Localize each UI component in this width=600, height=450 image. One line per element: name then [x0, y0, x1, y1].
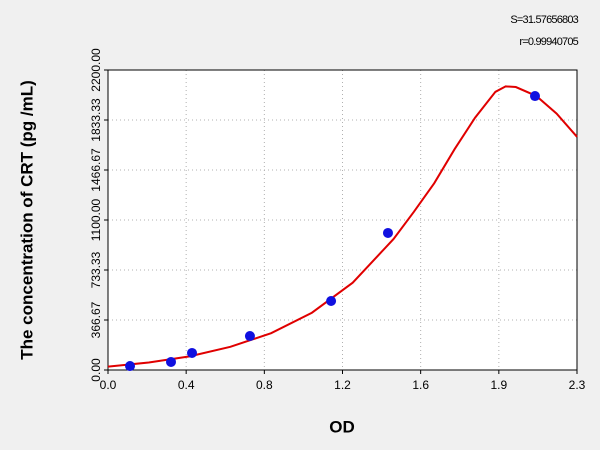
x-tick-label: 0.0 [100, 378, 117, 392]
data-point [529, 91, 540, 102]
data-point [382, 227, 393, 238]
plot-frame [107, 69, 578, 371]
x-axis-title: OD [329, 417, 355, 436]
y-tick-label: 0.00 [89, 358, 103, 382]
data-point [125, 361, 136, 372]
x-tick-label: 0.4 [178, 378, 195, 392]
data-point [166, 356, 177, 367]
y-tick-label: 1833.33 [89, 98, 103, 142]
data-point [187, 347, 198, 358]
annotation: r=0.99940705 [519, 36, 578, 48]
y-tick-label: 2200.00 [89, 48, 103, 92]
x-tick-label: 0.8 [256, 378, 273, 392]
fit-curve [107, 85, 578, 368]
plot-area [108, 70, 577, 370]
x-tick-label: 1.6 [412, 378, 429, 392]
y-tick-label: 1100.00 [89, 198, 103, 241]
y-tick-label: 1466.67 [89, 148, 103, 192]
x-tick-label: 1.2 [334, 378, 351, 392]
data-point [244, 331, 255, 342]
y-tick-label: 733.33 [89, 251, 103, 288]
data-point [326, 296, 337, 306]
annotation: S=31.57656803 [510, 14, 578, 26]
y-axis-title: The concentration of CRT (pg /mL) [17, 80, 36, 360]
y-tick-label: 366.67 [89, 301, 103, 338]
x-tick-label: 1.9 [490, 378, 507, 392]
x-tick-label: 2.3 [569, 378, 586, 392]
